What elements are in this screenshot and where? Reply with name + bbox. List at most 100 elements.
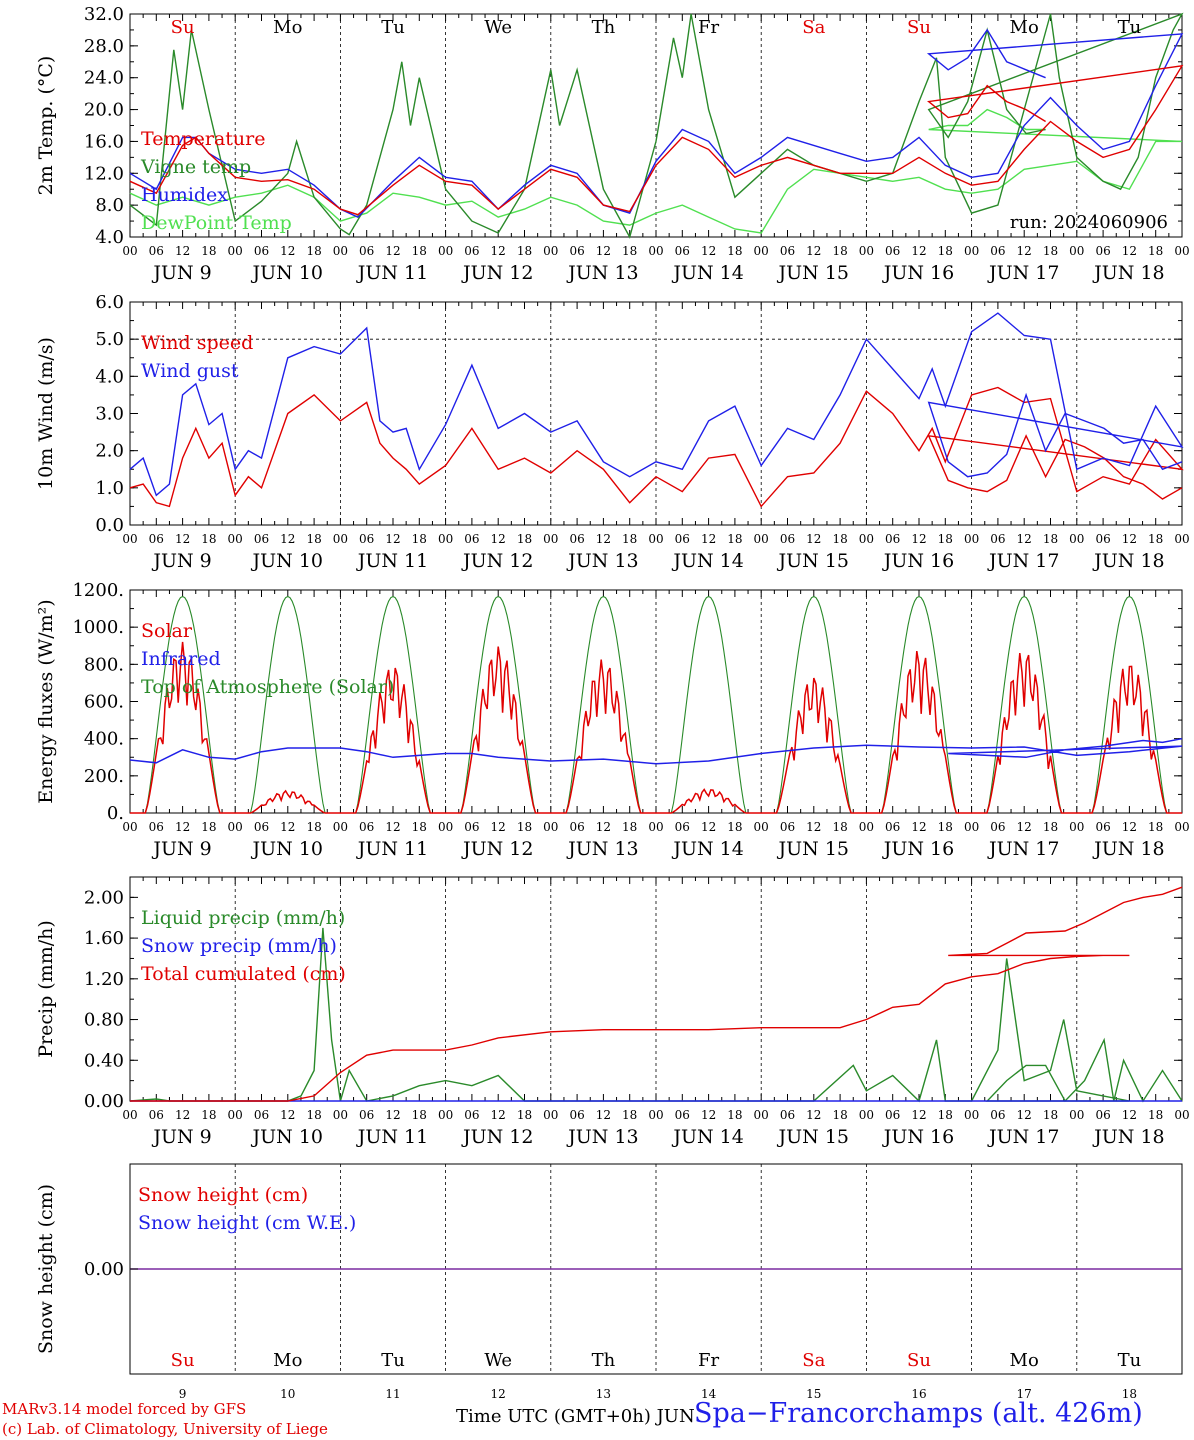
- hour-label: 12: [806, 820, 821, 834]
- day-name: Tu: [381, 17, 405, 38]
- panel-1: [129, 12, 1184, 239]
- day-number: 10: [280, 1387, 295, 1401]
- date-label: JUN 10: [251, 262, 323, 284]
- hour-label: 18: [412, 532, 427, 546]
- date-label: JUN 9: [151, 262, 211, 284]
- hour-label: 06: [569, 244, 584, 258]
- y-axis-label: 10m Wind (m/s): [35, 337, 57, 490]
- y-tick-label: 0.00: [84, 1091, 124, 1112]
- hour-label: 12: [1017, 820, 1032, 834]
- hour-label: 12: [1122, 244, 1137, 258]
- y-axis-label: Snow height (cm): [35, 1184, 57, 1354]
- wind-speedline: [129, 386, 1184, 508]
- hour-label: 00: [122, 244, 137, 258]
- legend-entry: Top of Atmosphere (Solar): [141, 676, 394, 698]
- legend-entry: Humidex: [141, 184, 228, 206]
- hour-label: 12: [806, 1108, 821, 1122]
- hour-label: 06: [885, 244, 900, 258]
- hour-label: 12: [911, 820, 926, 834]
- hour-label: 06: [1095, 532, 1110, 546]
- hour-label: 18: [412, 820, 427, 834]
- date-label: JUN 16: [882, 550, 954, 572]
- panel-2: [129, 301, 1184, 526]
- hour-label: 18: [1043, 532, 1058, 546]
- hour-label: 12: [385, 532, 400, 546]
- day-number: 16: [911, 1387, 926, 1401]
- date-label: JUN 15: [777, 838, 849, 860]
- day-number: 12: [491, 1387, 506, 1401]
- hour-label: 00: [859, 244, 874, 258]
- hour-label: 12: [1122, 820, 1137, 834]
- hour-label: 00: [1174, 1108, 1189, 1122]
- hour-label: 18: [1043, 244, 1058, 258]
- hour-label: 12: [491, 1108, 506, 1122]
- wind-gustline: [129, 312, 1184, 497]
- hour-label: 12: [491, 820, 506, 834]
- hour-label: 18: [622, 1108, 637, 1122]
- date-label: JUN 12: [461, 1126, 533, 1148]
- hour-label: 18: [1148, 244, 1163, 258]
- hour-label: 06: [990, 1108, 1005, 1122]
- legend-entry: Snow height (cm): [138, 1184, 308, 1206]
- panel-4: [129, 876, 1183, 1103]
- legend-entry: Liquid precip (mm/h): [141, 907, 345, 929]
- hour-label: 12: [1017, 532, 1032, 546]
- hour-label: 12: [596, 244, 611, 258]
- hour-label: 12: [701, 1108, 716, 1122]
- hour-label: 00: [438, 532, 453, 546]
- hour-label: 00: [438, 820, 453, 834]
- legend-entry: Wind speed: [141, 332, 253, 354]
- date-label: JUN 13: [566, 262, 638, 284]
- hour-label: 00: [1174, 244, 1189, 258]
- hour-label: 00: [859, 532, 874, 546]
- day-name: Mo: [1010, 17, 1039, 38]
- temperatureline: [129, 64, 1184, 216]
- hour-label: 12: [806, 532, 821, 546]
- date-label: JUN 18: [1092, 262, 1164, 284]
- legend-entry: DewPoint Temp: [141, 212, 292, 234]
- hour-label: 18: [832, 1108, 847, 1122]
- y-axis-label: Energy fluxes (W/m²): [35, 599, 57, 803]
- hour-label: 06: [254, 532, 269, 546]
- hour-label: 06: [149, 244, 164, 258]
- date-label: JUN 11: [356, 838, 428, 860]
- hour-label: 06: [780, 820, 795, 834]
- day-number: 17: [1017, 1387, 1032, 1401]
- infrared-line: [129, 737, 1183, 765]
- date-label: JUN 13: [566, 1126, 638, 1148]
- hour-label: 12: [385, 820, 400, 834]
- hour-label: 06: [675, 244, 690, 258]
- hour-label: 06: [780, 244, 795, 258]
- y-tick-label: 0.80: [84, 1010, 124, 1031]
- date-label: JUN 10: [251, 838, 323, 860]
- hour-label: 00: [859, 1108, 874, 1122]
- day-name: Tu: [381, 1350, 405, 1371]
- day-name: Su: [171, 1350, 195, 1371]
- date-label: JUN 12: [461, 838, 533, 860]
- day-number: 11: [385, 1387, 400, 1401]
- day-number: 15: [806, 1387, 821, 1401]
- day-name: Sa: [802, 1350, 825, 1371]
- day-number: 14: [701, 1387, 717, 1401]
- hour-label: 06: [464, 244, 479, 258]
- hour-label: 06: [569, 820, 584, 834]
- hour-label: 12: [280, 1108, 295, 1122]
- date-label: JUN 10: [251, 1126, 323, 1148]
- humidexline: [129, 28, 1184, 218]
- y-tick-label: 24.0: [84, 68, 124, 89]
- hour-label: 06: [359, 1108, 374, 1122]
- hour-label: 12: [701, 820, 716, 834]
- hour-label: 18: [832, 532, 847, 546]
- run-label: run: 2024060906: [1010, 212, 1168, 233]
- y-tick-label: 4.0: [95, 366, 124, 387]
- hour-label: 00: [543, 820, 558, 834]
- date-label: JUN 11: [356, 550, 428, 572]
- y-tick-label: 28.0: [84, 36, 124, 57]
- hour-label: 06: [569, 532, 584, 546]
- hour-label: 00: [228, 532, 243, 546]
- hour-label: 18: [306, 244, 321, 258]
- hour-label: 18: [201, 244, 216, 258]
- day-name: Tu: [1118, 1350, 1142, 1371]
- legend-entry: Total cumulated (cm): [141, 963, 346, 985]
- hour-label: 18: [517, 532, 532, 546]
